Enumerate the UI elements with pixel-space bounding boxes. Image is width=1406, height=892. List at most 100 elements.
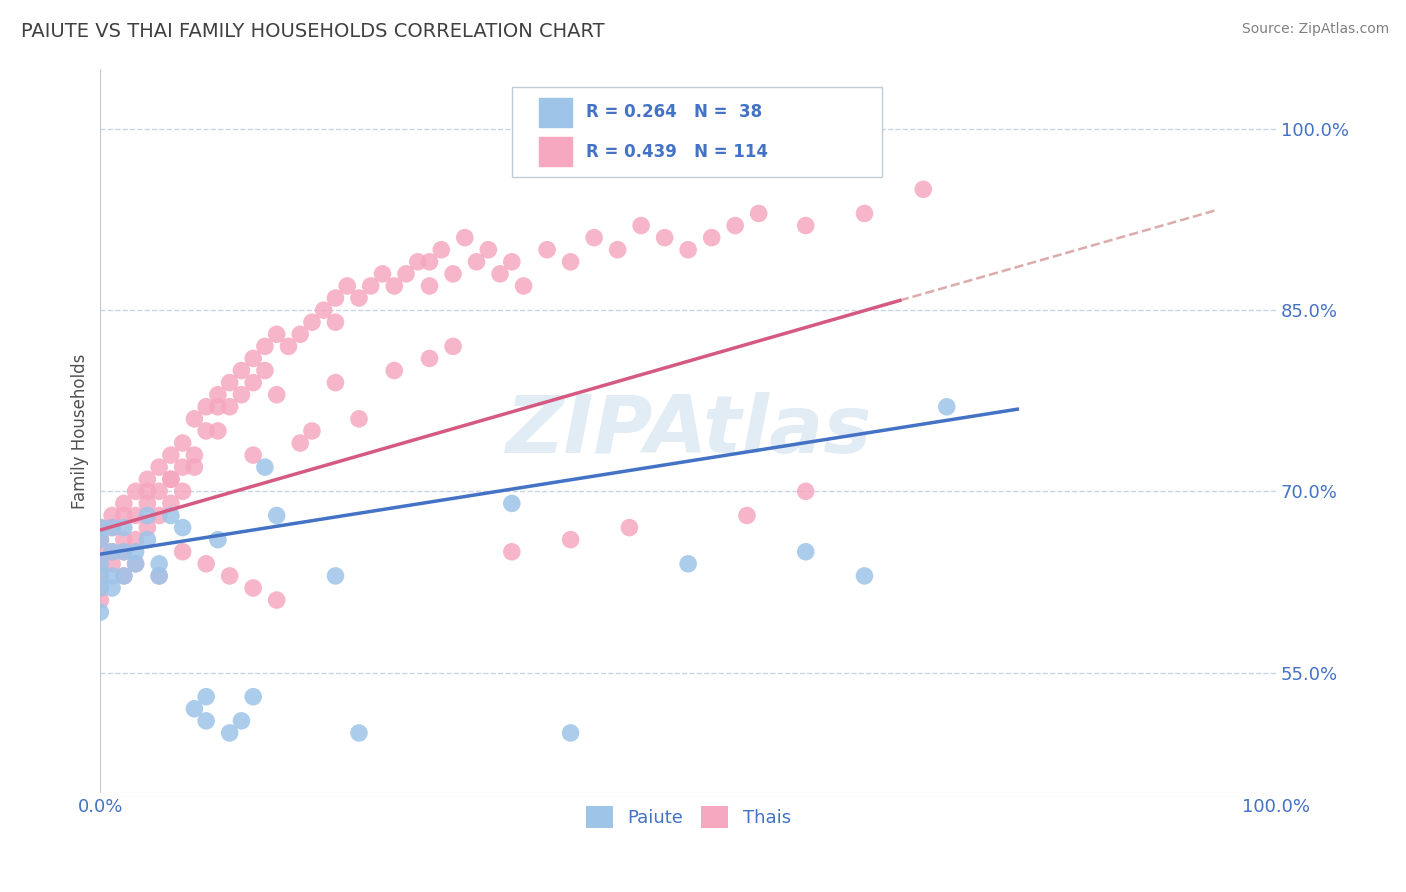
Point: [124, 557, 146, 571]
Point: [253, 460, 276, 475]
Point: [89, 581, 111, 595]
Point: [325, 315, 347, 329]
Point: [748, 206, 770, 220]
Point: [195, 557, 218, 571]
Point: [560, 255, 582, 269]
Point: [160, 472, 183, 486]
Y-axis label: Family Households: Family Households: [72, 353, 89, 508]
Point: [195, 690, 218, 704]
Point: [700, 230, 723, 244]
Bar: [538, 97, 572, 127]
Point: [195, 714, 218, 728]
Point: [160, 496, 183, 510]
Point: [231, 387, 253, 401]
Point: [124, 533, 146, 547]
Point: [347, 291, 370, 305]
Text: R = 0.264   N =  38: R = 0.264 N = 38: [586, 103, 762, 121]
Point: [312, 303, 335, 318]
Point: [124, 484, 146, 499]
Point: [124, 545, 146, 559]
Point: [430, 243, 453, 257]
Point: [853, 206, 876, 220]
Point: [489, 267, 512, 281]
Point: [172, 484, 194, 499]
Point: [242, 581, 264, 595]
Point: [124, 508, 146, 523]
Point: [454, 230, 477, 244]
Point: [630, 219, 652, 233]
Point: [242, 448, 264, 462]
Point: [89, 533, 111, 547]
Text: ZIPAtlas: ZIPAtlas: [505, 392, 872, 470]
Point: [794, 484, 817, 499]
Point: [183, 412, 205, 426]
Legend: Paiute, Thais: Paiute, Thais: [578, 798, 799, 835]
Point: [148, 557, 170, 571]
Point: [172, 545, 194, 559]
Point: [89, 593, 111, 607]
Point: [172, 460, 194, 475]
Point: [101, 557, 124, 571]
Point: [277, 339, 299, 353]
Point: [101, 520, 124, 534]
Point: [583, 230, 606, 244]
Point: [935, 400, 957, 414]
Point: [207, 424, 229, 438]
Point: [253, 363, 276, 377]
Point: [218, 400, 240, 414]
Point: [101, 545, 124, 559]
Point: [418, 351, 440, 366]
Point: [325, 569, 347, 583]
Point: [89, 581, 111, 595]
Point: [112, 533, 135, 547]
Point: [101, 581, 124, 595]
Point: [676, 243, 699, 257]
Point: [395, 267, 418, 281]
Point: [336, 279, 359, 293]
Point: [136, 508, 159, 523]
Point: [101, 569, 124, 583]
Point: [183, 460, 205, 475]
Point: [418, 255, 440, 269]
Point: [301, 424, 323, 438]
Point: [89, 520, 111, 534]
Point: [218, 376, 240, 390]
Point: [136, 484, 159, 499]
Point: [382, 363, 405, 377]
Point: [676, 557, 699, 571]
Point: [89, 520, 111, 534]
Point: [160, 472, 183, 486]
Point: [536, 243, 558, 257]
Point: [418, 279, 440, 293]
Point: [290, 436, 312, 450]
Point: [231, 714, 253, 728]
Point: [735, 508, 758, 523]
Point: [266, 593, 288, 607]
Point: [172, 520, 194, 534]
Point: [218, 569, 240, 583]
Point: [266, 508, 288, 523]
Point: [89, 605, 111, 619]
Point: [242, 690, 264, 704]
Point: [325, 291, 347, 305]
Point: [148, 569, 170, 583]
Point: [89, 533, 111, 547]
Point: [195, 424, 218, 438]
Point: [325, 376, 347, 390]
Point: [266, 387, 288, 401]
Point: [112, 569, 135, 583]
Point: [501, 545, 523, 559]
Text: R = 0.439   N = 114: R = 0.439 N = 114: [586, 143, 768, 161]
Point: [160, 508, 183, 523]
Point: [89, 569, 111, 583]
Point: [441, 267, 464, 281]
Point: [853, 569, 876, 583]
Point: [477, 243, 499, 257]
Text: Source: ZipAtlas.com: Source: ZipAtlas.com: [1241, 22, 1389, 37]
Point: [560, 726, 582, 740]
Point: [347, 412, 370, 426]
Point: [382, 279, 405, 293]
Point: [465, 255, 488, 269]
Point: [101, 545, 124, 559]
Point: [89, 569, 111, 583]
